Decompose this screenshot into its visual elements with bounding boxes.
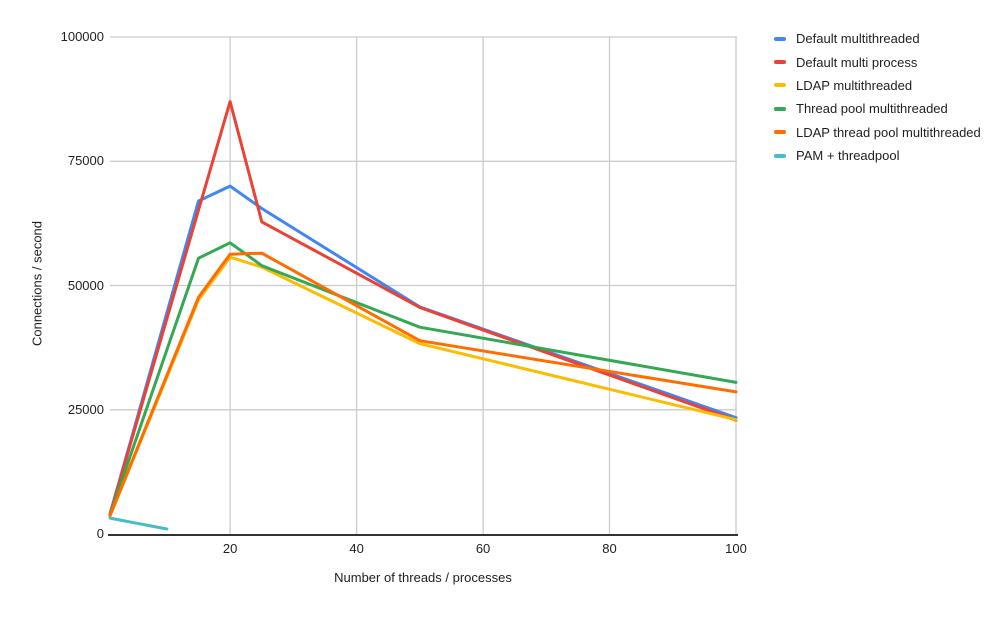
legend-item-ldap-thread-pool-multithreaded: LDAP thread pool multithreaded	[774, 121, 981, 144]
legend-item-default-multi-process: Default multi process	[774, 50, 981, 73]
x-tick-label-80: 80	[602, 541, 617, 556]
series-line-pam-threadpool	[108, 516, 169, 531]
legend-label: LDAP thread pool multithreaded	[796, 124, 981, 140]
legend-swatch-icon	[774, 106, 786, 111]
legend-item-thread-pool-multithreaded: Thread pool multithreaded	[774, 97, 981, 120]
legend-label: PAM + threadpool	[796, 148, 900, 164]
legend-swatch-icon	[774, 83, 786, 88]
x-tick-label-40: 40	[349, 541, 364, 556]
legend-label: Thread pool multithreaded	[796, 101, 948, 117]
legend-swatch-icon	[774, 153, 786, 158]
x-axis-title: Number of threads / processes	[334, 570, 512, 585]
y-axis-title: Connections / second	[29, 220, 45, 347]
y-tick-label-25000: 25000	[67, 401, 104, 417]
legend-item-default-multithreaded: Default multithreaded	[774, 27, 981, 50]
x-tick-label-100: 100	[725, 541, 747, 556]
legend-item-ldap-multithreaded: LDAP multithreaded	[774, 74, 981, 97]
y-tick-label-50000: 50000	[67, 277, 104, 293]
legend-swatch-icon	[774, 130, 786, 135]
legend-item-pam-threadpool: PAM + threadpool	[774, 144, 981, 167]
y-tick-label-0: 0	[96, 526, 104, 541]
series-line-thread-pool-multithreaded	[108, 241, 738, 517]
series-line-default-multithreaded	[108, 184, 738, 516]
legend-label: LDAP multithreaded	[796, 77, 913, 93]
legend-swatch-icon	[774, 36, 786, 41]
legend-swatch-icon	[774, 60, 786, 65]
legend: Default multithreaded Default multi proce…	[774, 27, 981, 167]
x-tick-label-60: 60	[475, 541, 491, 556]
legend-label: Default multithreaded	[796, 31, 920, 47]
series-line-default-multi-process	[108, 100, 738, 516]
y-tick-label-75000: 75000	[67, 153, 104, 169]
y-tick-label-100000: 100000	[60, 29, 104, 44]
series-line-ldap-thread-pool-multithreaded	[108, 251, 738, 518]
x-tick-label-20: 20	[222, 541, 238, 556]
legend-label: Default multi process	[796, 54, 918, 70]
